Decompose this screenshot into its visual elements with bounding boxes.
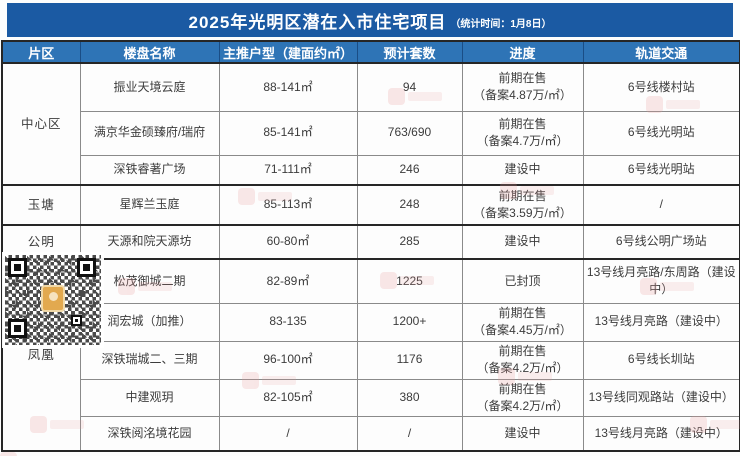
- table-row: 中建观玥 82-105㎡ 380 前期在售 （备案4.2万/㎡） 13号线同观路…: [2, 378, 740, 418]
- cell-count: 246: [356, 154, 463, 186]
- cell-name: 深铁睿著广场: [79, 154, 220, 186]
- table-row: 深铁睿著广场 71-111㎡ 246 建设中 6号线光明站: [2, 154, 740, 186]
- cell-unit: 82-89㎡: [218, 258, 358, 304]
- watermark: [0, 451, 54, 456]
- table-row: 公明 天源和院天源坊 60-80㎡ 285 建设中 6号线公明广场站: [1, 224, 740, 260]
- col-header-progress: 进度: [461, 40, 584, 64]
- table-row: 深铁阅洺境花园 / / 建设中 13号线月亮路（建设中）: [2, 416, 740, 452]
- cell-transit: 6号线长圳站: [582, 340, 740, 380]
- cell-unit: 96-100㎡: [218, 340, 358, 380]
- projects-table: 片区 楼盘名称 主推户型（建面约㎡） 预计套数 进度 轨道交通 中心区 振业天境…: [1, 40, 740, 452]
- cell-name: 满京华金硕臻府/瑞府: [79, 110, 220, 156]
- cell-transit: 6号线光明站: [582, 154, 740, 186]
- table-row: 玉塘 星辉兰玉庭 85-113㎡ 248 前期在售 （备案3.59万/㎡） /: [1, 184, 740, 226]
- cell-transit: 13号线月亮路（建设中）: [582, 416, 740, 452]
- cell-unit: 71-111㎡: [218, 154, 358, 186]
- cell-count: 1200+: [356, 302, 463, 342]
- table-row: 凤凰 松茂御城二期 82-89㎡ 1225 已封顶 13号线月亮路/东周路（建设…: [1, 258, 740, 452]
- title-note: （统计时间：1月8日）: [450, 18, 552, 30]
- cell-name: 深铁阅洺境花园: [79, 416, 220, 452]
- cell-unit: /: [218, 416, 358, 452]
- qr-finder-icon: [8, 319, 27, 338]
- title-bar: 2025年光明区潜在入市住宅项目 （统计时间：1月8日）: [7, 3, 733, 37]
- cell-unit: 60-80㎡: [218, 224, 358, 260]
- page-title: 2025年光明区潜在入市住宅项目: [188, 12, 447, 32]
- cell-transit: 13号线月亮路/东周路（建设中）: [582, 258, 740, 304]
- cell-count: 285: [356, 224, 463, 260]
- table-row: 润宏城（加推） 83-135 1200+ 前期在售 （备案4.45万/㎡） 13…: [2, 302, 740, 342]
- cell-progress: 建设中: [461, 416, 584, 452]
- cell-progress: 前期在售 （备案4.2万/㎡）: [461, 378, 584, 418]
- cell-transit: 13号线同观路站（建设中）: [582, 378, 740, 418]
- region-label: 玉塘: [1, 184, 81, 226]
- cell-progress: 前期在售 （备案4.7万/㎡）: [461, 110, 584, 156]
- qr-finder-small-icon: [71, 315, 82, 326]
- cell-count: 380: [356, 378, 463, 418]
- cell-unit: 85-141㎡: [218, 110, 358, 156]
- cell-progress: 前期在售 （备案4.45万/㎡）: [461, 302, 584, 342]
- col-header-transit: 轨道交通: [582, 40, 740, 64]
- cell-unit: 85-113㎡: [218, 184, 358, 226]
- cell-progress: 建设中: [461, 154, 584, 186]
- table-row: 深铁瑞城二、三期 96-100㎡ 1176 前期在售 （备案4.2万/㎡） 6号…: [2, 340, 740, 380]
- qr-finder-icon: [8, 258, 27, 277]
- cell-count: /: [356, 416, 463, 452]
- qr-code: [2, 252, 104, 348]
- cell-progress: 前期在售 （备案4.87万/㎡）: [461, 62, 584, 112]
- col-header-region: 片区: [1, 40, 81, 64]
- cell-transit: /: [582, 184, 740, 226]
- region-label: 中心区: [1, 62, 81, 186]
- cell-name: 振业天境云庭: [79, 62, 220, 112]
- col-header-count: 预计套数: [356, 40, 463, 64]
- table-row: 满京华金硕臻府/瑞府 85-141㎡ 763/690 前期在售 （备案4.7万/…: [2, 110, 740, 156]
- cell-unit: 88-141㎡: [218, 62, 358, 112]
- cell-progress: 建设中: [461, 224, 584, 260]
- col-header-unit: 主推户型（建面约㎡）: [218, 40, 358, 64]
- cell-progress: 前期在售 （备案4.2万/㎡）: [461, 340, 584, 380]
- cell-progress: 前期在售 （备案3.59万/㎡）: [461, 184, 584, 226]
- cell-count: 763/690: [356, 110, 463, 156]
- cell-transit: 6号线公明广场站: [582, 224, 740, 260]
- cell-transit: 6号线楼村站: [582, 62, 740, 112]
- cell-progress: 已封顶: [461, 258, 584, 304]
- qr-finder-icon: [77, 258, 96, 277]
- cell-transit: 6号线光明站: [582, 110, 740, 156]
- cell-count: 94: [356, 62, 463, 112]
- header-row: 片区 楼盘名称 主推户型（建面约㎡） 预计套数 进度 轨道交通: [1, 40, 740, 64]
- cell-unit: 83-135: [218, 302, 358, 342]
- cell-count: 1176: [356, 340, 463, 380]
- cell-unit: 82-105㎡: [218, 378, 358, 418]
- cell-transit: 13号线月亮路（建设中）: [582, 302, 740, 342]
- cell-count: 1225: [356, 258, 463, 304]
- cell-name: 天源和院天源坊: [79, 224, 220, 260]
- col-header-name: 楼盘名称: [79, 40, 220, 64]
- cell-name: 星辉兰玉庭: [79, 184, 220, 226]
- table-row: 中心区 振业天境云庭 88-141㎡ 94 前期在售 （备案4.87万/㎡） 6…: [1, 62, 740, 186]
- cell-name: 中建观玥: [79, 378, 220, 418]
- table-header: 片区 楼盘名称 主推户型（建面约㎡） 预计套数 进度 轨道交通: [1, 40, 740, 64]
- cell-count: 248: [356, 184, 463, 226]
- qr-center-logo-icon: [41, 285, 65, 312]
